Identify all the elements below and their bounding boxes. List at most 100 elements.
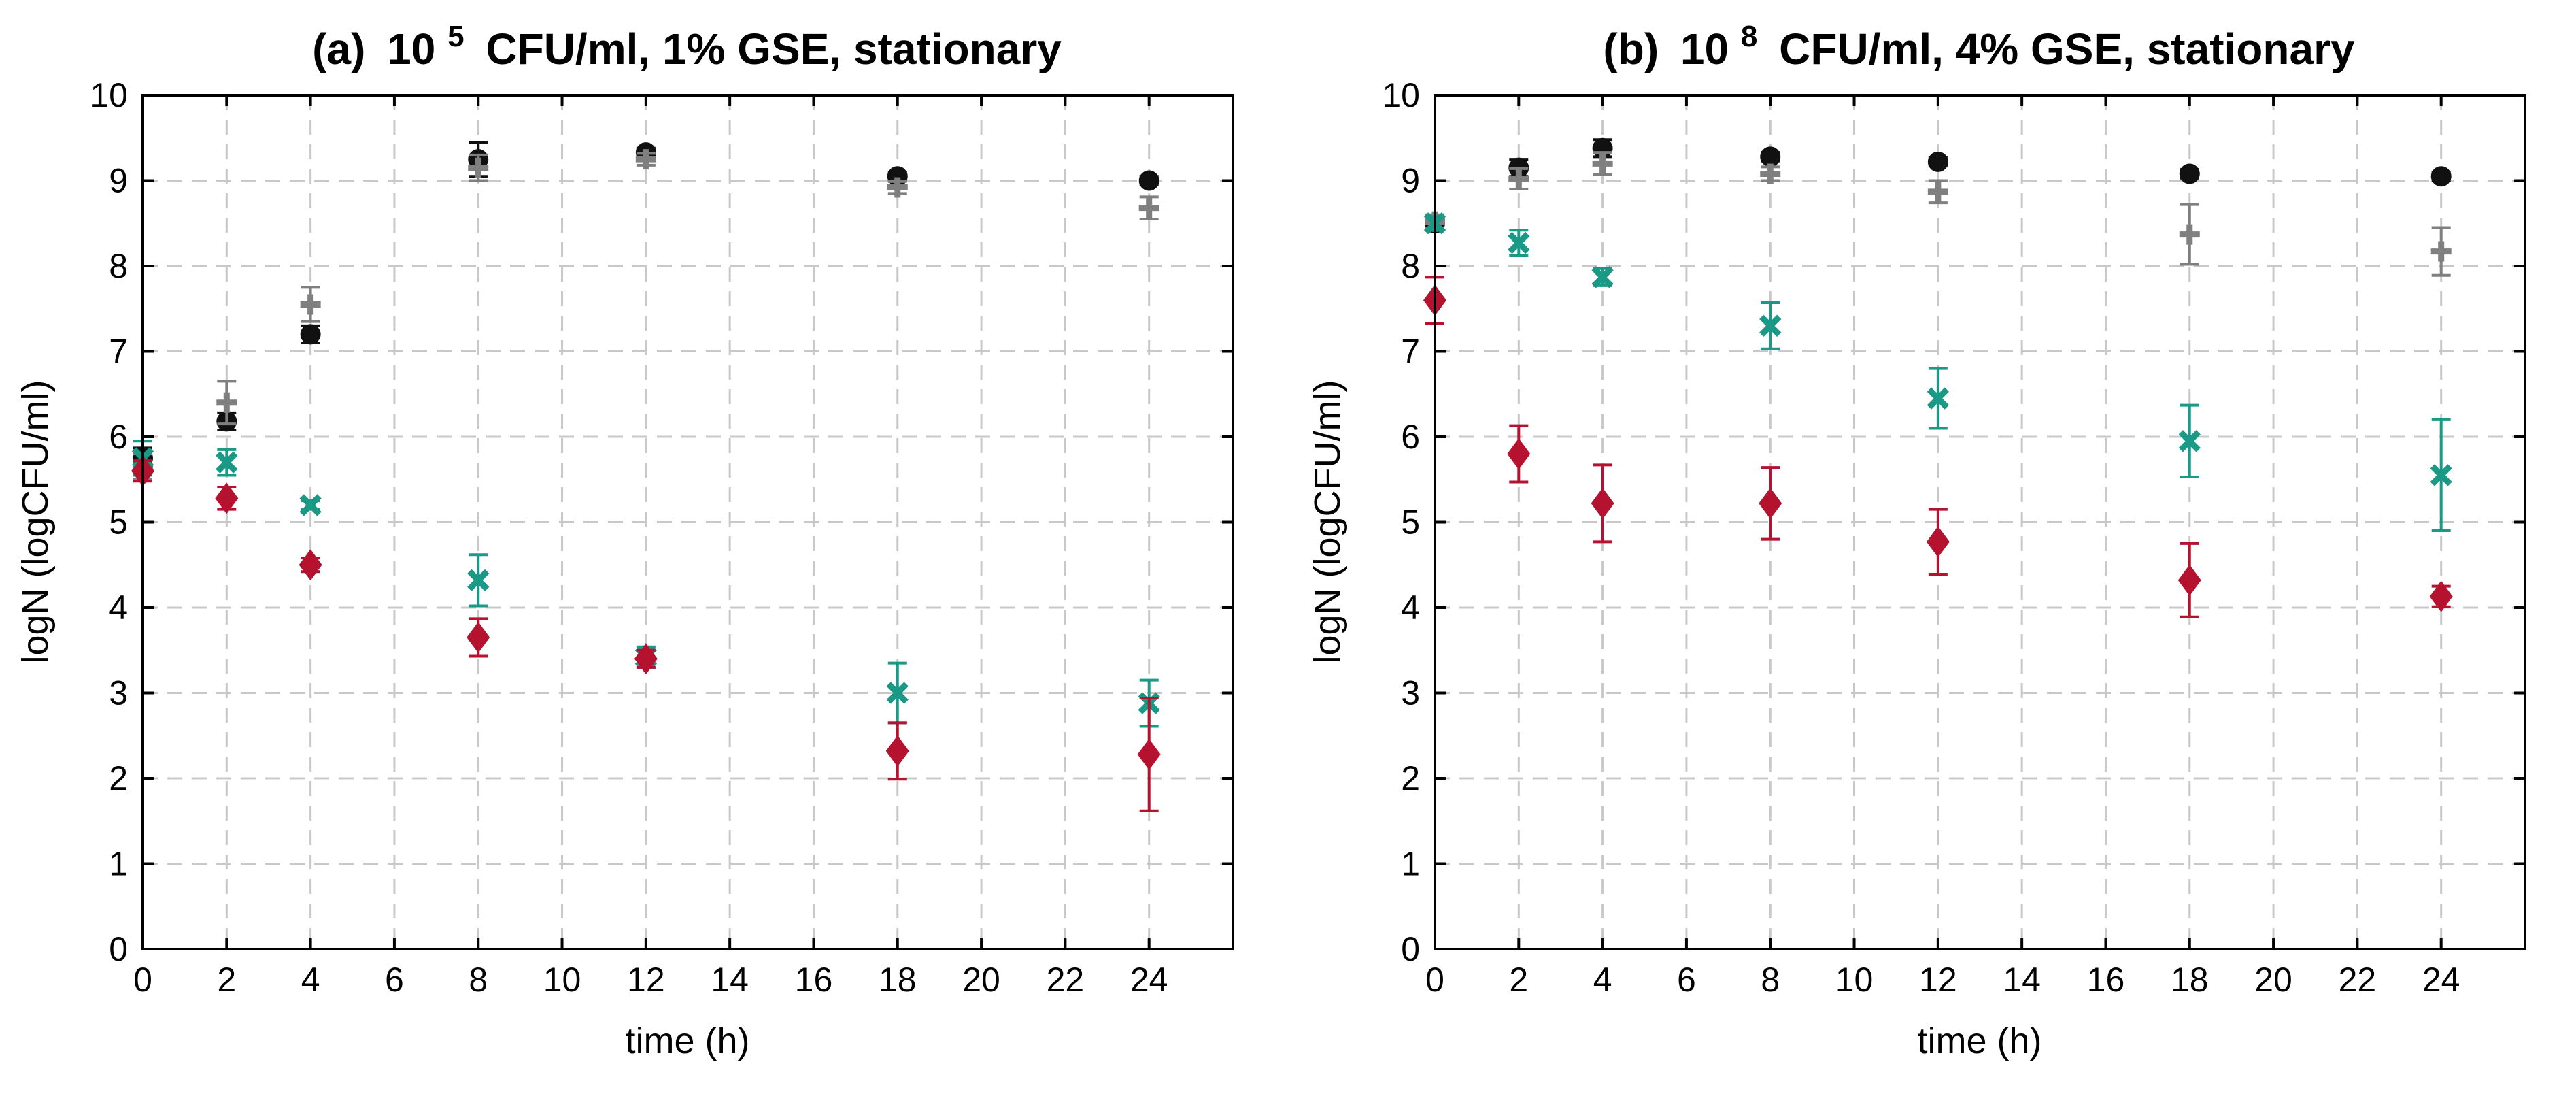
x-tick-label: 0 xyxy=(1425,961,1444,999)
x-tick-label: 8 xyxy=(1761,961,1780,999)
x-tick-label: 14 xyxy=(711,961,749,999)
x-tick-label: 12 xyxy=(627,961,665,999)
y-tick-label: 3 xyxy=(1401,674,1420,712)
x-tick-label: 8 xyxy=(469,961,488,999)
data-point-diamond xyxy=(1759,487,1782,519)
panel-b-marks xyxy=(1423,137,2453,618)
data-point-circle xyxy=(300,324,321,345)
data-point-diamond xyxy=(467,621,490,653)
y-tick-label: 1 xyxy=(109,845,128,883)
y-tick-label: 1 xyxy=(1401,845,1420,883)
data-point-x xyxy=(467,569,490,592)
data-point-plus xyxy=(1927,181,1948,202)
y-tick-label: 2 xyxy=(1401,759,1420,797)
data-point-plus xyxy=(1760,163,1781,184)
y-tick-label: 6 xyxy=(109,418,128,456)
data-point-x xyxy=(1508,231,1530,254)
panel-a-axes-frame xyxy=(141,94,1234,950)
panel-a-title-rest: CFU/ml, 1% GSE, stationary xyxy=(486,24,1062,73)
panel-a-title-base: 10 xyxy=(387,24,435,73)
data-point-x xyxy=(1759,314,1782,337)
x-tick-label: 12 xyxy=(1919,961,1957,999)
data-point-plus xyxy=(2179,224,2200,245)
x-tick-label: 14 xyxy=(2003,961,2041,999)
x-tick-label: 20 xyxy=(962,961,1000,999)
x-tick-label: 24 xyxy=(2422,961,2460,999)
series-gray-crosses xyxy=(133,149,1159,481)
data-point-x xyxy=(1591,266,1614,288)
y-tick-label: 9 xyxy=(109,162,128,200)
x-tick-label: 6 xyxy=(1677,961,1696,999)
data-point-diamond xyxy=(215,482,239,514)
y-tick-label: 5 xyxy=(109,503,128,542)
data-point-plus xyxy=(216,392,237,413)
y-tick-label: 5 xyxy=(1401,503,1420,542)
x-tick-label: 20 xyxy=(2254,961,2292,999)
data-point-plus xyxy=(887,177,908,198)
data-point-plus xyxy=(1592,153,1613,174)
y-tick-label: 4 xyxy=(1401,589,1420,627)
data-point-circle xyxy=(2179,163,2200,184)
data-point-circle xyxy=(1760,146,1781,167)
panel-b-axes-frame xyxy=(1434,94,2526,950)
panel-b-title-base: 10 xyxy=(1680,24,1729,73)
data-point-x xyxy=(299,494,322,516)
data-point-x xyxy=(1927,387,1950,410)
data-point-diamond xyxy=(1507,438,1531,470)
data-point-diamond xyxy=(2177,564,2201,596)
y-tick-label: 3 xyxy=(109,674,128,712)
x-tick-label: 4 xyxy=(1593,961,1612,999)
series-red-diamonds xyxy=(1423,276,2453,618)
panel-b-grid xyxy=(1435,95,2525,949)
x-tick-label: 16 xyxy=(795,961,833,999)
data-point-plus xyxy=(468,157,489,178)
x-tick-label: 22 xyxy=(1047,961,1085,999)
panel-a-y-axis-label: logN (logCFU/ml) xyxy=(15,380,56,663)
panel-a-title-exponent: 5 xyxy=(447,20,464,53)
x-tick-label: 24 xyxy=(1130,961,1168,999)
data-point-circle xyxy=(1138,170,1159,191)
data-point-diamond xyxy=(1591,487,1614,519)
panel-b-title-rest: CFU/ml, 4% GSE, stationary xyxy=(1779,24,2355,73)
x-tick-label: 0 xyxy=(133,961,152,999)
panel-a-title-prefix: (a) xyxy=(312,24,365,73)
panel-b-title-prefix: (b) xyxy=(1603,24,1659,73)
x-tick-label: 18 xyxy=(879,961,917,999)
data-point-x xyxy=(886,682,909,704)
data-point-diamond xyxy=(634,643,658,675)
y-tick-label: 7 xyxy=(1401,333,1420,371)
y-tick-label: 10 xyxy=(90,76,128,114)
y-tick-label: 0 xyxy=(1401,930,1420,968)
panel-a-grid xyxy=(143,95,1233,949)
data-point-plus xyxy=(2430,241,2452,262)
data-point-circle xyxy=(1927,151,1948,172)
data-point-diamond xyxy=(299,549,322,581)
panel-b-x-axis-label: time (h) xyxy=(1917,1021,2041,1061)
data-point-diamond xyxy=(885,735,909,767)
panel-b-y-axis-label: logN (logCFU/ml) xyxy=(1307,380,1348,663)
data-point-diamond xyxy=(1926,526,1950,558)
x-tick-label: 22 xyxy=(2339,961,2377,999)
x-tick-label: 16 xyxy=(2087,961,2125,999)
y-tick-label: 9 xyxy=(1401,162,1420,200)
y-tick-label: 2 xyxy=(109,759,128,797)
data-point-plus xyxy=(635,149,656,170)
data-point-plus xyxy=(1138,197,1159,218)
x-tick-label: 6 xyxy=(385,961,404,999)
x-tick-label: 10 xyxy=(1835,961,1874,999)
y-tick-label: 0 xyxy=(109,930,128,968)
data-point-plus xyxy=(300,294,321,315)
data-point-diamond xyxy=(2429,580,2453,612)
panel-a-x-axis-label: time (h) xyxy=(625,1021,749,1061)
y-tick-label: 6 xyxy=(1401,418,1420,456)
x-tick-label: 10 xyxy=(543,961,581,999)
data-point-plus xyxy=(1508,168,1529,189)
x-tick-label: 4 xyxy=(301,961,320,999)
data-point-x xyxy=(216,451,238,474)
data-point-x xyxy=(2178,430,2201,452)
data-point-circle xyxy=(2430,166,2452,187)
